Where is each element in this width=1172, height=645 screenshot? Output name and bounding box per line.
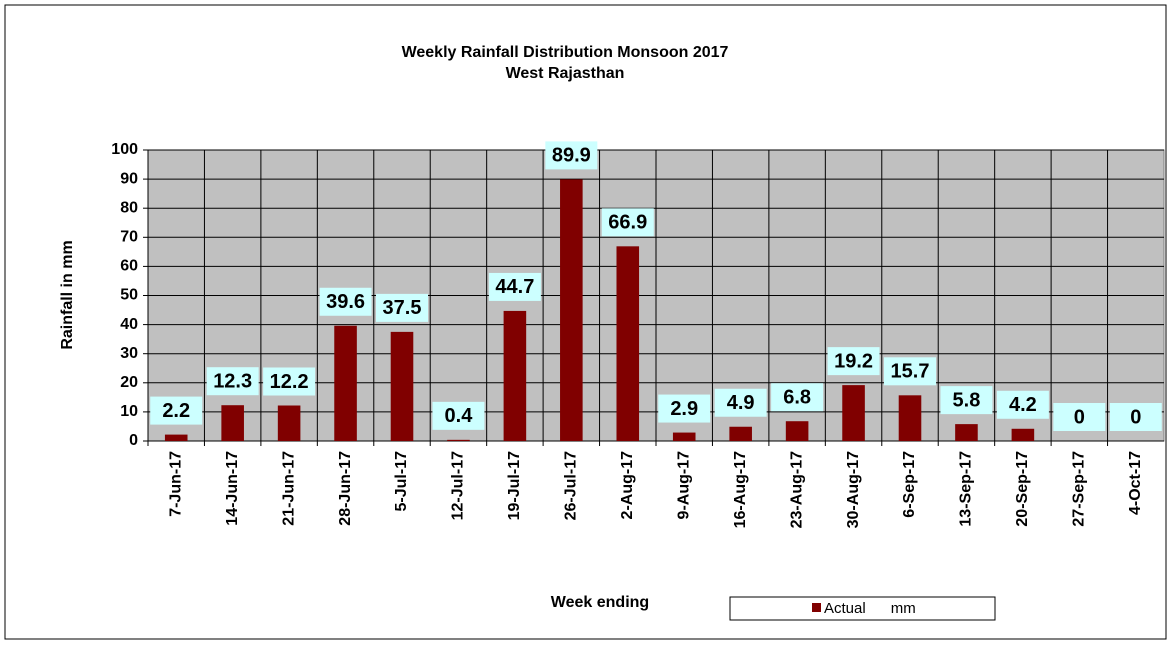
x-tick-label: 26-Jul-17	[563, 451, 580, 520]
x-tick-label: 23-Aug-17	[788, 451, 805, 528]
data-label-box	[545, 141, 598, 170]
bar	[785, 421, 809, 441]
data-label: 19.2	[834, 350, 873, 372]
y-tick-label: 80	[120, 199, 138, 216]
data-label-box	[488, 272, 541, 301]
data-label-box	[263, 367, 316, 396]
bar	[672, 432, 696, 441]
data-label: 12.3	[213, 370, 252, 392]
bar	[955, 424, 978, 441]
x-tick-label: 4-Oct-17	[1127, 451, 1144, 515]
x-tick-label: 21-Jun-17	[280, 451, 297, 526]
data-label: 0	[1130, 406, 1141, 428]
data-label-box	[658, 394, 711, 423]
data-label-box	[319, 287, 372, 316]
x-tick-label: 5-Jul-17	[393, 451, 410, 512]
x-tick-label: 20-Sep-17	[1014, 451, 1031, 527]
y-tick-label: 10	[120, 403, 138, 420]
data-label-box	[940, 386, 993, 415]
data-label: 6.8	[783, 386, 811, 408]
data-label: 0.4	[445, 405, 474, 427]
bar	[616, 246, 640, 441]
x-tick-label: 30-Aug-17	[845, 451, 862, 528]
data-label: 37.5	[383, 297, 422, 319]
y-tick-label: 30	[120, 345, 138, 362]
legend-label: Actual mm	[824, 600, 916, 617]
y-tick-label: 40	[120, 316, 138, 333]
data-label: 4.2	[1009, 394, 1037, 416]
legend-box	[729, 596, 996, 621]
data-label: 5.8	[953, 389, 981, 411]
data-label: 15.7	[891, 361, 930, 383]
x-tick-label: 28-Jun-17	[337, 451, 354, 526]
data-label-box	[827, 347, 880, 376]
data-label-box	[376, 293, 428, 322]
bar	[221, 405, 244, 441]
bar	[842, 385, 865, 441]
x-tick-label: 14-Jun-17	[224, 451, 241, 526]
bar	[898, 395, 922, 441]
data-label-box	[432, 401, 485, 430]
bar	[277, 405, 301, 441]
y-tick-label: 100	[111, 141, 138, 158]
legend-swatch	[812, 603, 821, 612]
data-label: 2.9	[670, 398, 698, 420]
x-tick-label: 19-Jul-17	[506, 451, 523, 520]
bar	[729, 426, 752, 441]
x-tick-label: 6-Sep-17	[901, 451, 918, 518]
bar	[560, 179, 583, 442]
x-tick-label: 7-Jun-17	[167, 451, 184, 517]
y-tick-label: 0	[129, 432, 138, 449]
data-label-box	[771, 383, 824, 412]
x-axis-label: Week ending	[551, 594, 649, 611]
data-label: 2.2	[162, 400, 190, 422]
x-tick-label: 12-Jul-17	[450, 451, 467, 520]
data-label: 44.7	[495, 276, 534, 298]
bar	[334, 325, 357, 441]
data-label: 39.6	[326, 291, 365, 313]
chart-subtitle: West Rajasthan	[506, 65, 625, 82]
y-tick-label: 50	[120, 287, 138, 304]
data-label-box	[1053, 403, 1106, 431]
x-tick-label: 9-Aug-17	[675, 451, 692, 520]
bar	[503, 310, 527, 441]
bar	[1011, 428, 1035, 441]
data-label-box	[1109, 403, 1162, 431]
bar	[390, 331, 414, 441]
y-tick-label: 20	[120, 374, 138, 391]
data-label: 89.9	[552, 145, 591, 167]
data-label-box	[150, 396, 203, 425]
data-label: 12.2	[270, 371, 309, 393]
data-label-box	[714, 388, 767, 417]
data-label-box	[206, 367, 259, 396]
data-label-box	[601, 208, 654, 237]
data-label: 66.9	[608, 212, 647, 234]
y-axis-label: Rainfall in mm	[59, 240, 76, 349]
data-label: 4.9	[727, 392, 755, 414]
chart-title: Weekly Rainfall Distribution Monsoon 201…	[402, 44, 729, 61]
bar	[447, 439, 470, 441]
x-tick-label: 16-Aug-17	[732, 451, 749, 528]
bar	[164, 434, 188, 441]
data-label-box	[884, 357, 936, 386]
x-tick-label: 2-Aug-17	[619, 451, 636, 520]
y-tick-label: 70	[120, 229, 138, 246]
y-tick-label: 60	[120, 258, 138, 275]
data-label: 0	[1074, 406, 1085, 428]
x-tick-label: 27-Sep-17	[1071, 451, 1088, 527]
data-label-box	[996, 390, 1049, 419]
x-tick-label: 13-Sep-17	[958, 451, 975, 527]
y-tick-label: 90	[120, 170, 138, 187]
